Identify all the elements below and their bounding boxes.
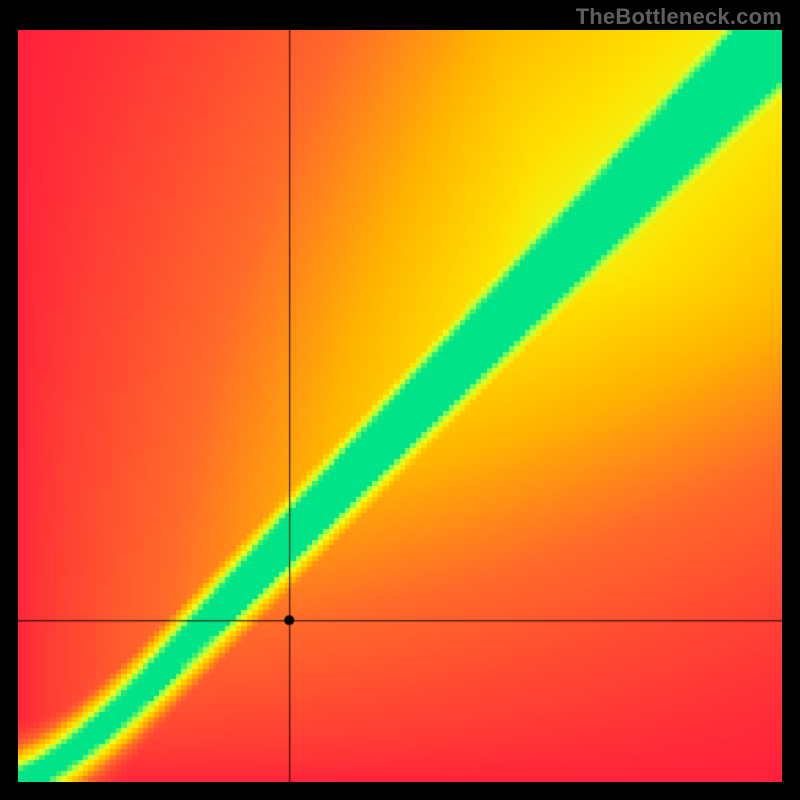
chart-container: TheBottleneck.com <box>0 0 800 800</box>
watermark-text: TheBottleneck.com <box>576 4 782 30</box>
heatmap-plot <box>18 30 782 782</box>
